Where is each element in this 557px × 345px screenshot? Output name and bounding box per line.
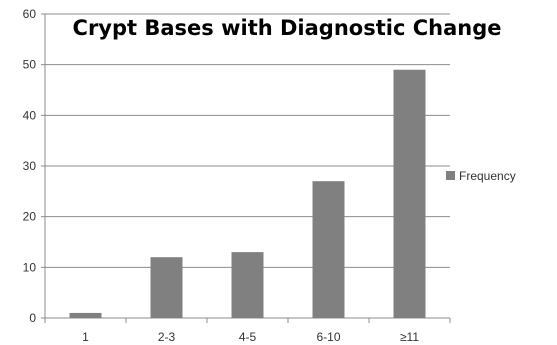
y-tick-label-40: 40	[23, 108, 37, 122]
bar-1	[69, 312, 102, 318]
legend-label: Frequency	[459, 169, 516, 183]
y-tick-label-60: 60	[23, 7, 37, 21]
x-tick-label-2: 2-3	[158, 330, 176, 344]
bars	[69, 69, 426, 318]
x-tick-label-5: ≥11	[400, 330, 419, 344]
bar-5	[393, 69, 426, 318]
bar-2	[150, 257, 183, 318]
y-tick-label-50: 50	[23, 58, 37, 72]
x-axis-ticks: 1 2-3 4-5 6-10 ≥11	[44, 318, 451, 344]
legend-swatch	[446, 171, 455, 180]
legend: Frequency	[446, 169, 516, 183]
y-tick-label-20: 20	[23, 210, 37, 224]
x-tick-label-4: 6-10	[316, 330, 340, 344]
y-axis-ticks: 0 10 20 30 40 50 60	[23, 7, 45, 325]
y-tick-label-30: 30	[23, 159, 37, 173]
y-tick-label-10: 10	[23, 260, 37, 274]
chart-title: Crypt Bases with Diagnostic Change	[73, 16, 502, 40]
bar-4	[312, 181, 345, 318]
x-tick-label-3: 4-5	[239, 330, 257, 344]
gridlines	[44, 13, 450, 319]
bar-3	[231, 252, 264, 318]
y-tick-label-0: 0	[29, 311, 36, 325]
x-tick-label-1: 1	[82, 330, 89, 344]
